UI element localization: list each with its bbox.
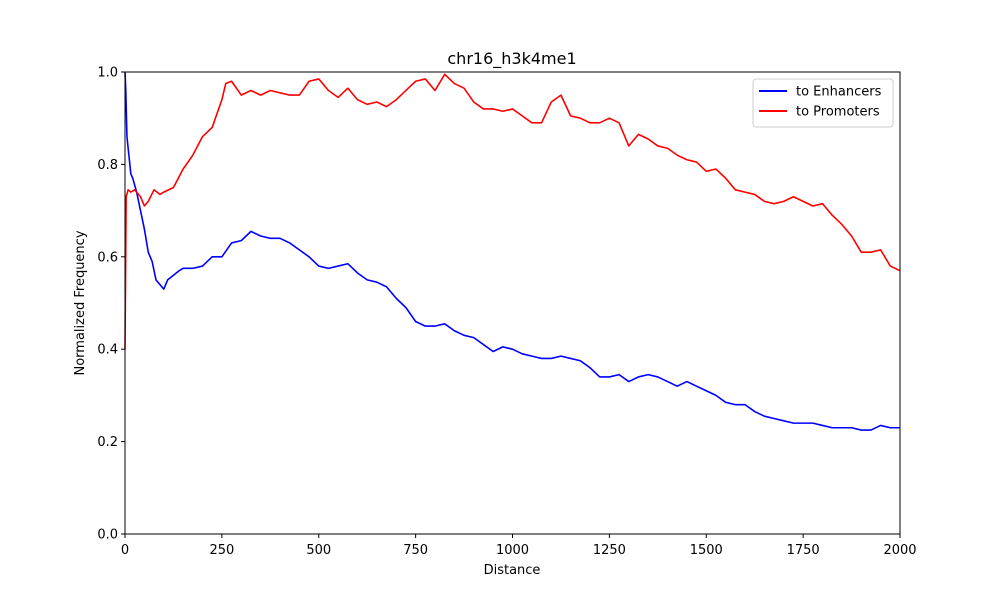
x-tick-label: 250 xyxy=(209,543,234,558)
plot-frame xyxy=(124,71,901,535)
x-tick-label: 500 xyxy=(306,543,331,558)
y-tick-label: 0.6 xyxy=(97,250,118,265)
legend-label-0: to Enhancers xyxy=(796,85,882,100)
y-tick-label: 1.0 xyxy=(97,66,118,81)
y-axis: 0.0 0.2 0.4 0.6 0.8 1.0 xyxy=(97,66,125,543)
x-tick-label: 1250 xyxy=(593,543,626,558)
y-tick-label: 0.0 xyxy=(97,528,118,543)
series-line-0 xyxy=(124,71,900,431)
x-axis: 0 250 500 750 1000 1250 1500 1750 2000 xyxy=(121,534,917,558)
y-tick-label: 0.8 xyxy=(97,158,118,173)
x-tick-label: 1000 xyxy=(496,543,529,558)
x-tick-label: 1750 xyxy=(787,543,820,558)
legend-box xyxy=(752,78,894,128)
y-tick-label: 0.2 xyxy=(97,435,118,450)
x-tick-label: 1500 xyxy=(690,543,723,558)
x-tick-label: 0 xyxy=(121,543,129,558)
legend-label-1: to Promoters xyxy=(796,105,880,120)
chart-title: chr16_h3k4me1 xyxy=(447,49,576,69)
x-tick-label: 750 xyxy=(403,543,428,558)
series-line-1 xyxy=(124,73,901,350)
y-axis-label: Normalized Frequency xyxy=(73,230,88,375)
legend: to Enhancers to Promoters xyxy=(752,78,894,128)
x-tick-label: 2000 xyxy=(883,543,916,558)
series-layer xyxy=(124,71,901,431)
y-tick-label: 0.4 xyxy=(97,343,118,358)
x-axis-label: Distance xyxy=(484,563,541,578)
